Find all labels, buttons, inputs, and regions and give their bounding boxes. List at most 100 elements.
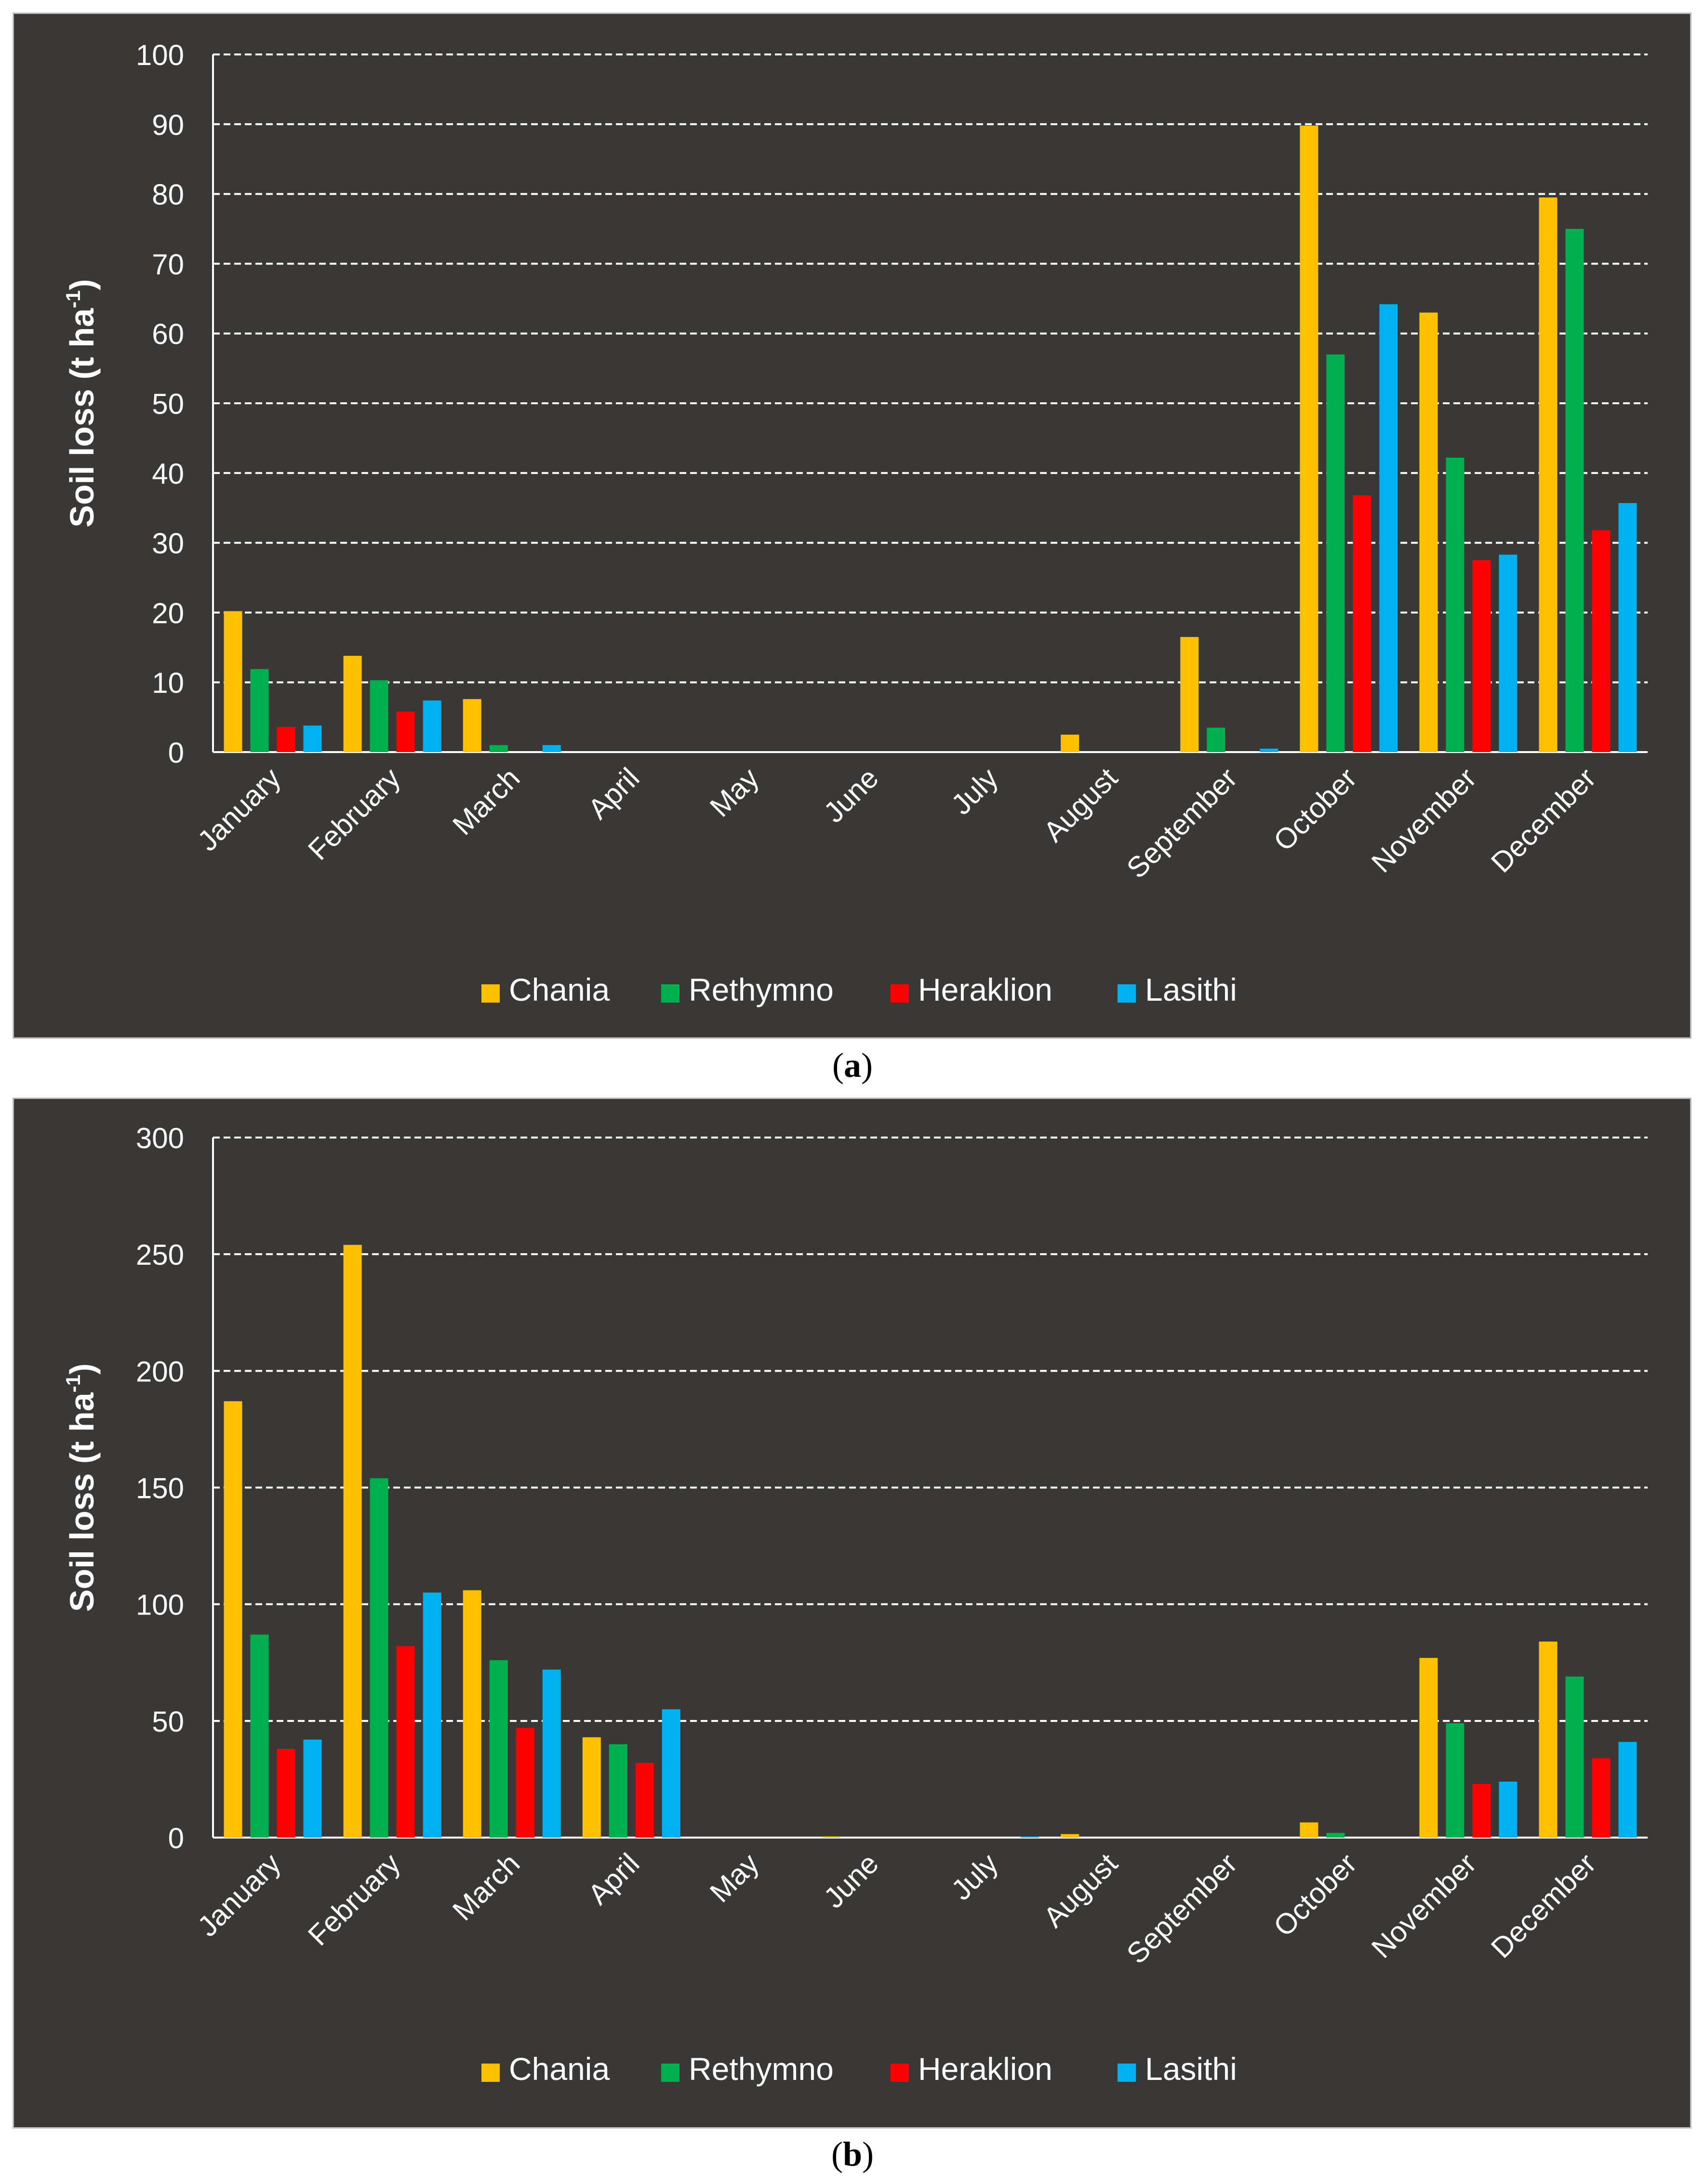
- caption-b-close: ): [862, 2135, 874, 2173]
- bar-heraklion-january: [277, 727, 295, 752]
- y-tick-label: 250: [136, 1239, 184, 1271]
- bar-rethymno-december: [1565, 229, 1584, 752]
- bar-lasithi-march: [542, 1669, 561, 1838]
- y-axis-title: Soil loss (t ha-1): [62, 279, 101, 528]
- y-axis-title-text: Soil loss (t ha: [63, 1392, 101, 1612]
- chart-b-svg: 0 50 100 150 200 250 300 January February March Ap…: [62, 1122, 1648, 2087]
- y-tick-label: 40: [152, 458, 184, 490]
- legend-swatch-rethymno: [661, 984, 679, 1003]
- y-axis-title-sup: -1: [62, 290, 84, 308]
- x-tick-label: April: [582, 1847, 645, 1911]
- bar-chania-april: [582, 1737, 601, 1838]
- y-tick-label: 90: [152, 109, 184, 141]
- bar-rethymno-march: [489, 1660, 508, 1838]
- legend-label-heraklion: Heraklion: [918, 972, 1052, 1007]
- bar-rethymno-september: [1207, 728, 1225, 752]
- bar-heraklion-april: [635, 1763, 654, 1838]
- bar-rethymno-october: [1326, 354, 1345, 752]
- bar-lasithi-february: [423, 1592, 441, 1838]
- bar-rethymno-february: [370, 1478, 388, 1838]
- bar-chania-october: [1300, 125, 1319, 752]
- bar-lasithi-november: [1499, 555, 1518, 752]
- legend-swatch-heraklion: [891, 984, 909, 1003]
- x-tick-label: June: [817, 762, 884, 829]
- y-tick-label: 50: [152, 388, 184, 420]
- bar-chania-january: [224, 611, 242, 752]
- caption-b: (b): [0, 2134, 1705, 2174]
- bar-lasithi-january: [303, 1739, 322, 1838]
- x-tick-label: December: [1485, 762, 1602, 879]
- x-tick-label: May: [704, 762, 765, 823]
- bar-chania-november: [1419, 312, 1438, 752]
- x-tick-label: November: [1365, 1847, 1482, 1964]
- chart-panel-b: 0 50 100 150 200 250 300 January February March Ap…: [13, 1098, 1692, 2129]
- y-tick-label: 300: [136, 1122, 184, 1154]
- bar-chania-november: [1419, 1658, 1438, 1838]
- bar-heraklion-november: [1472, 560, 1491, 752]
- bar-lasithi-november: [1499, 1781, 1518, 1838]
- bar-heraklion-november: [1472, 1784, 1491, 1838]
- x-tick-label: December: [1485, 1847, 1602, 1964]
- x-tick-label: July: [945, 1847, 1004, 1906]
- bar-chania-february: [343, 1244, 362, 1838]
- bar-heraklion-march: [516, 1728, 534, 1838]
- bar-chania-august: [1061, 734, 1079, 752]
- bar-rethymno-april: [609, 1744, 627, 1838]
- bar-lasithi-february: [423, 700, 441, 752]
- x-tick-label: July: [945, 762, 1004, 821]
- x-tick-label: February: [302, 1847, 406, 1952]
- y-axis-title-sup: -1: [62, 1375, 84, 1392]
- legend-label-lasithi: Lasithi: [1145, 972, 1237, 1007]
- x-tick-label: October: [1267, 1847, 1363, 1943]
- bar-chania-december: [1539, 197, 1558, 753]
- bar-chania-december: [1539, 1641, 1558, 1838]
- bar-chania-march: [463, 699, 481, 752]
- bar-heraklion-october: [1353, 495, 1372, 752]
- bar-heraklion-january: [277, 1748, 295, 1838]
- bar-lasithi-january: [303, 725, 322, 752]
- y-tick-label: 60: [152, 318, 184, 350]
- chart-a-svg: 0 10 20 30 40 50 60 70 80 90 100 January February Mar…: [62, 39, 1648, 1007]
- x-tick-label: September: [1120, 1847, 1243, 1970]
- bar-lasithi-december: [1618, 1742, 1637, 1838]
- y-tick-label: 150: [136, 1472, 184, 1505]
- x-tick-label: September: [1120, 762, 1243, 885]
- y-axis-title-close: ): [63, 279, 101, 290]
- x-tick-label: January: [191, 762, 287, 857]
- legend-swatch-lasithi: [1118, 2064, 1136, 2082]
- legend-label-chania: Chania: [509, 2051, 610, 2087]
- y-tick-label: 10: [152, 667, 184, 699]
- bar-chania-june: [821, 1836, 840, 1838]
- bar-heraklion-december: [1592, 1758, 1611, 1838]
- y-tick-label: 0: [168, 1822, 184, 1854]
- bar-lasithi-april: [662, 1709, 680, 1838]
- bar-rethymno-january: [250, 1634, 269, 1838]
- legend-label-heraklion: Heraklion: [918, 2051, 1052, 2087]
- x-tick-label: March: [446, 762, 526, 841]
- y-tick-label: 70: [152, 248, 184, 280]
- legend-swatch-rethymno: [661, 2064, 679, 2082]
- x-tick-label: August: [1037, 1847, 1124, 1934]
- legend-swatch-lasithi: [1118, 984, 1136, 1003]
- y-axis-title-text: Soil loss (t ha: [63, 308, 101, 528]
- bar-rethymno-january: [250, 669, 269, 752]
- bar-chania-september: [1180, 637, 1199, 752]
- bar-lasithi-july: [1021, 1836, 1039, 1838]
- legend-label-chania: Chania: [509, 972, 610, 1007]
- y-tick-label: 50: [152, 1706, 184, 1738]
- caption-a-open: (: [832, 1046, 844, 1085]
- legend-label-lasithi: Lasithi: [1145, 2051, 1237, 2087]
- x-tick-label: June: [817, 1847, 884, 1914]
- bar-rethymno-december: [1565, 1676, 1584, 1838]
- bar-lasithi-september: [1260, 748, 1279, 752]
- legend-swatch-chania: [481, 2064, 500, 2082]
- legend-label-rethymno: Rethymno: [689, 2051, 834, 2087]
- x-tick-label: March: [446, 1847, 526, 1927]
- bar-lasithi-october: [1379, 304, 1398, 752]
- x-tick-label: November: [1365, 762, 1482, 879]
- x-tick-label: August: [1037, 762, 1124, 848]
- bar-chania-january: [224, 1401, 242, 1838]
- caption-a-label: a: [844, 1046, 861, 1085]
- caption-a: (a): [0, 1046, 1705, 1085]
- bar-chania-march: [463, 1590, 481, 1838]
